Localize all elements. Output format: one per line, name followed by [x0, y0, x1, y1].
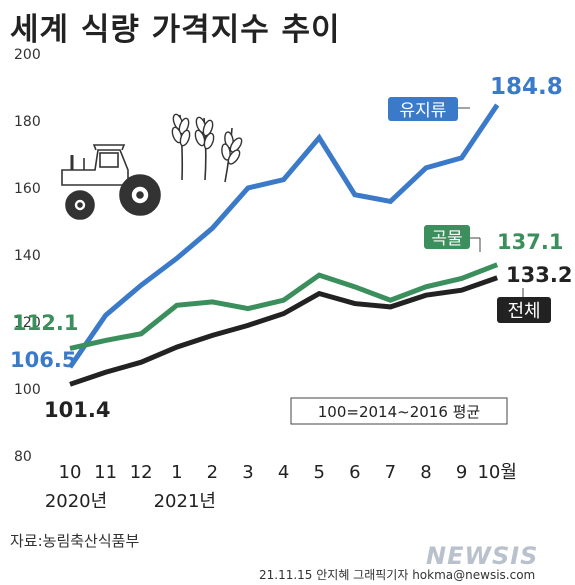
y-tick-label: 120 — [14, 315, 41, 331]
note-box: 100=2014∼2016 평균 — [290, 397, 508, 425]
x-tick-label: 11 — [94, 462, 117, 483]
start-value-oil: 106.5 — [10, 348, 76, 372]
x-tick-label: 1 — [171, 462, 182, 483]
end-value-grain: 137.1 — [497, 230, 563, 254]
tractor-wheat-illustration — [61, 113, 243, 220]
x-tick-label: 9 — [456, 462, 467, 483]
series-tag-grain — [424, 225, 470, 249]
x-tick-label: 4 — [278, 462, 289, 483]
year-label: 2021년 — [154, 491, 216, 512]
series-tag-oil — [388, 97, 458, 121]
series-tag-total — [497, 297, 551, 323]
credit-text: 21.11.15 안지혜 그래픽기자 hokma@newsis.com — [259, 568, 536, 582]
x-tick-label: 6 — [349, 462, 360, 483]
x-tick-label: 10월 — [477, 462, 516, 483]
y-tick-label: 200 — [14, 47, 41, 63]
source-text: 자료:농림축산식품부 — [10, 532, 140, 550]
series-tag-total-label: 전체 — [507, 301, 540, 322]
x-tick-label: 5 — [313, 462, 324, 483]
x-tick-label: 10 — [59, 462, 82, 483]
note-text: 100=2014∼2016 평균 — [318, 403, 481, 421]
series-tag-grain-label: 곡물 — [431, 229, 462, 249]
y-tick-label: 100 — [14, 382, 41, 398]
x-tick-label: 2 — [207, 462, 218, 483]
start-value-grain: 112.1 — [12, 311, 78, 335]
end-value-total: 133.2 — [506, 263, 572, 287]
x-tick-label: 8 — [420, 462, 431, 483]
y-tick-label: 160 — [14, 181, 41, 197]
series-line-유지류 — [67, 103, 500, 369]
y-tick-label: 180 — [14, 114, 41, 130]
year-label: 2020년 — [45, 491, 107, 512]
y-tick-label: 140 — [14, 248, 41, 264]
start-value-total: 101.4 — [44, 398, 110, 422]
x-tick-label: 12 — [130, 462, 153, 483]
series-line-곡물 — [69, 262, 499, 351]
series-tag-oil-label: 유지류 — [400, 101, 447, 121]
x-tick-label: 3 — [242, 462, 253, 483]
series-line-전체 — [69, 275, 499, 387]
y-tick-label: 80 — [14, 449, 32, 465]
chart-title: 세계 식량 가격지수 추이 — [10, 12, 341, 48]
newsis-logo: NEWSIS — [426, 542, 539, 570]
x-tick-label: 7 — [385, 462, 396, 483]
end-value-oil: 184.8 — [490, 74, 563, 100]
